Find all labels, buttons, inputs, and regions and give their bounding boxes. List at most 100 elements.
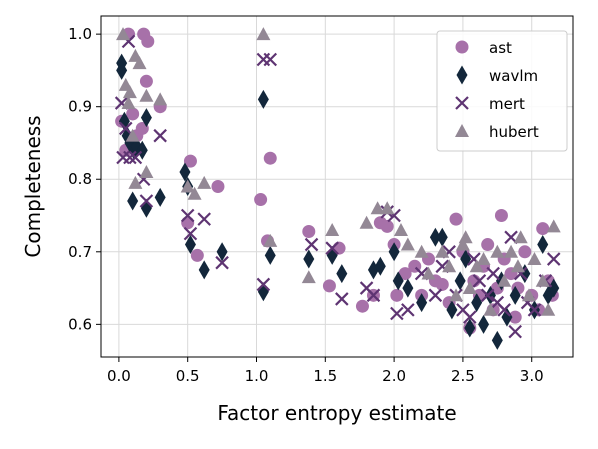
x-tick-label: 1.0 — [245, 367, 269, 385]
data-point-mert — [325, 241, 339, 255]
data-point-hubert — [197, 175, 212, 189]
data-point-mert — [256, 277, 271, 292]
data-point-hubert — [128, 175, 143, 189]
series-hubert — [116, 27, 561, 316]
data-point-ast — [435, 277, 449, 291]
data-point-wavlm — [116, 60, 128, 80]
data-point-hubert — [541, 302, 556, 316]
data-point-mert — [366, 288, 381, 303]
y-tick-label: 1.0 — [68, 25, 92, 43]
data-point-mert — [486, 266, 500, 281]
data-point-wavlm — [501, 307, 513, 327]
axis-ticks: 0.0 0.5 1.0 1.5 2.0 2.5 3.0 0.6 0.7 0.8 0.9 1.0 — [68, 25, 544, 385]
data-point-wavlm — [127, 191, 139, 211]
data-point-hubert — [527, 252, 542, 266]
data-point-mert — [263, 52, 278, 67]
data-point-mert — [508, 324, 522, 339]
data-point-hubert — [490, 244, 505, 258]
legend-item-wavlm: wavlm — [456, 65, 538, 85]
data-point-mert — [527, 303, 542, 317]
data-point-ast — [190, 248, 204, 262]
data-point-wavlm — [388, 242, 400, 262]
data-point-ast — [139, 74, 153, 88]
data-point-hubert — [393, 223, 408, 236]
x-tick-label: 0.0 — [107, 367, 131, 385]
data-point-hubert — [521, 288, 536, 302]
data-point-wavlm — [154, 187, 166, 207]
y-tick-label: 0.7 — [68, 243, 92, 261]
data-point-hubert — [132, 56, 147, 70]
data-point-wavlm — [216, 242, 228, 262]
data-point-ast — [536, 222, 550, 236]
legend-item-hubert: hubert — [455, 123, 539, 141]
data-point-ast — [126, 107, 140, 121]
legend-item-ast: ast — [455, 39, 512, 57]
y-tick-label: 0.6 — [68, 315, 92, 333]
x-tick-label: 2.5 — [451, 367, 475, 385]
data-point-hubert — [139, 164, 154, 178]
data-point-wavlm — [118, 111, 130, 131]
data-point-hubert — [442, 259, 457, 273]
data-point-mert — [335, 292, 349, 306]
data-point-wavlm — [257, 89, 269, 109]
data-point-hubert — [449, 288, 464, 302]
data-point-mert — [153, 128, 167, 143]
data-point-wavlm — [264, 245, 276, 265]
data-point-mert — [215, 255, 229, 270]
data-point-hubert — [139, 88, 154, 102]
data-point-hubert — [435, 244, 450, 258]
data-point-wavlm — [471, 293, 483, 313]
plot-frame — [100, 15, 574, 358]
data-point-hubert — [400, 237, 415, 251]
data-point-ast — [211, 180, 225, 193]
data-point-wavlm — [548, 278, 560, 298]
legend-label-hubert: hubert — [489, 123, 539, 141]
data-point-wavlm — [136, 140, 148, 160]
legend-marker-ast — [455, 40, 469, 54]
data-point-wavlm — [509, 285, 521, 305]
data-point-mert — [180, 208, 195, 223]
y-tick-label: 0.9 — [68, 98, 92, 116]
data-point-wavlm — [436, 227, 448, 247]
data-point-wavlm — [198, 260, 210, 280]
data-point-wavlm — [537, 235, 549, 255]
legend-marker-hubert — [455, 124, 469, 137]
x-tick-label: 1.5 — [313, 367, 337, 385]
data-point-wavlm — [374, 256, 386, 276]
data-point-ast — [181, 216, 195, 230]
data-point-hubert — [180, 179, 195, 193]
data-point-mert — [183, 226, 198, 241]
data-point-ast — [449, 212, 463, 226]
data-point-hubert — [153, 92, 168, 106]
data-point-hubert — [513, 230, 528, 244]
legend-label-mert: mert — [489, 95, 525, 113]
y-tick-label: 0.8 — [68, 170, 92, 188]
data-point-hubert — [301, 270, 316, 284]
data-point-hubert — [263, 233, 278, 247]
data-point-hubert — [469, 259, 484, 273]
data-point-hubert — [256, 27, 271, 41]
data-point-hubert — [370, 201, 385, 215]
data-point-mert — [480, 288, 495, 303]
data-point-ast — [494, 209, 508, 223]
data-point-wavlm — [429, 227, 441, 247]
data-point-hubert — [476, 252, 491, 266]
data-point-ast — [254, 193, 268, 207]
data-point-wavlm — [464, 318, 476, 338]
data-point-wavlm — [303, 249, 315, 269]
series-mert — [114, 34, 561, 339]
data-point-hubert — [497, 273, 512, 287]
data-point-ast — [508, 310, 522, 324]
data-point-hubert — [414, 244, 429, 258]
data-point-hubert — [122, 85, 137, 99]
data-point-hubert — [125, 128, 140, 142]
data-point-mert — [401, 303, 415, 317]
data-point-ast — [263, 151, 277, 165]
series-wavlm — [116, 53, 560, 350]
data-point-wavlm — [446, 300, 458, 320]
data-point-hubert — [455, 237, 470, 251]
data-point-hubert — [462, 281, 477, 295]
data-point-wavlm — [336, 264, 348, 284]
legend-label-wavlm: wavlm — [489, 67, 538, 85]
